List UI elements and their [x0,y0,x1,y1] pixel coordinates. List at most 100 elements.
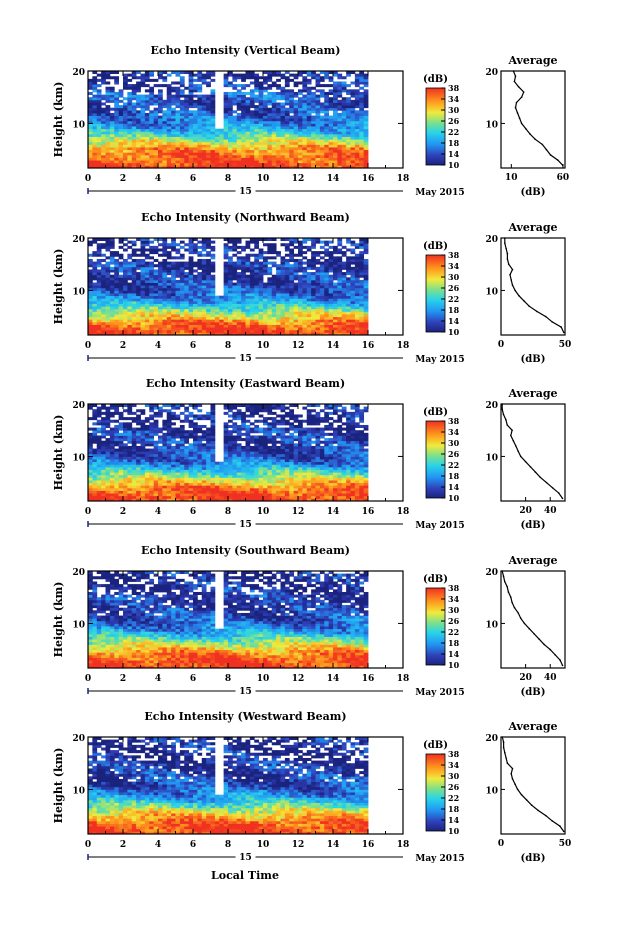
heatmap-cell [311,332,316,336]
heatmap-cell [333,274,338,278]
heatmap-cell [140,480,146,484]
heatmap-cell [276,251,281,255]
heatmap-cell [179,295,185,299]
heatmap-cell [162,115,168,119]
heatmap-cell [346,248,351,252]
heatmap-cell [289,274,295,278]
heatmap-cell [92,277,98,281]
heatmap-cell [153,269,159,273]
heatmap-cell [166,485,172,489]
heatmap-cell [101,311,106,315]
heatmap-cell [175,97,181,101]
heatmap-cell [184,290,190,294]
heatmap-cell [223,154,229,158]
heatmap-cell [289,160,295,164]
heatmap-cell [210,277,216,281]
heatmap-cell [249,238,255,242]
heatmap-cell [105,498,111,502]
heatmap-cell [319,306,325,310]
heatmap-cell [319,316,325,320]
heatmap-cell [341,290,347,294]
heatmap-cell [280,300,286,304]
heatmap-cell [171,493,176,497]
heatmap-cell [249,495,255,499]
heatmap-cell [206,120,211,124]
heatmap-cell [236,282,242,286]
heatmap-cell [302,490,308,494]
heatmap-cell [254,324,260,328]
heatmap-cell [109,160,115,164]
heatmap-cell [88,332,93,336]
heatmap-cell [346,482,351,486]
heatmap-cell [127,133,133,137]
heatmap-cell [346,332,351,336]
heatmap-cell [284,131,290,135]
heatmap-cell [324,498,330,502]
heatmap-cell [193,89,198,93]
heatmap-cell [197,152,203,156]
heatmap-cell [276,112,281,116]
heatmap-cell [171,266,176,270]
heatmap-cell [96,97,102,101]
heatmap-cell [249,112,255,116]
heatmap-cell [136,152,141,156]
heatmap-cell [306,303,312,307]
heatmap-cell [193,290,198,294]
heatmap-cell [162,76,168,80]
heatmap-cell [206,110,211,114]
heatmap-cell [271,277,277,281]
heatmap-cell [341,285,347,289]
heatmap-cell [101,290,106,294]
heatmap-cell [319,89,325,93]
heatmap-cell [236,107,242,111]
heatmap-cell [337,287,343,291]
heatmap-cell [214,131,220,135]
heatmap-cell [118,295,124,299]
heatmap-cell [245,141,251,145]
heatmap-cell [311,139,316,143]
heatmap-cell [359,238,365,242]
heatmap-cell [267,261,273,265]
heatmap-cell [109,154,115,158]
heatmap-cell [171,107,176,111]
heatmap-cell [228,261,233,265]
heatmap-cell [302,251,308,255]
heatmap-cell [363,482,369,486]
heatmap-cell [206,324,211,328]
heatmap-cell [201,238,207,242]
heatmap-cell [149,474,155,478]
heatmap-cell [289,123,295,127]
heatmap-cell [131,324,137,328]
heatmap-cell [223,332,229,336]
heatmap-cell [197,329,203,333]
heatmap-cell [284,245,290,249]
heatmap-cell [162,141,168,145]
heatmap-cell [254,120,260,124]
heatmap-cell [118,128,124,132]
heatmap-cell [350,490,356,494]
heatmap-cell [324,251,330,255]
heatmap-cell [280,141,286,145]
heatmap-cell [105,133,111,137]
heatmap-cell [175,285,181,289]
heatmap-cell [236,149,242,153]
heatmap-cell [214,474,220,478]
heatmap-cell [350,485,356,489]
heatmap-cell [118,472,124,476]
heatmap-cell [289,110,295,114]
heatmap-cell [109,285,115,289]
heatmap-cell [219,485,225,489]
heatmap-cell [153,274,159,278]
heatmap-cell [184,243,190,247]
heatmap-cell [363,105,369,109]
heatmap-cell [354,277,360,281]
heatmap-cell [118,314,124,318]
heatmap-cell [311,300,316,304]
heatmap-cell [140,474,146,478]
heatmap-cell [188,141,194,145]
heatmap-cell [197,133,203,137]
heatmap-cell [271,498,277,502]
heatmap-cell [267,157,273,161]
heatmap-cell [118,157,124,161]
heatmap-cell [333,154,338,158]
